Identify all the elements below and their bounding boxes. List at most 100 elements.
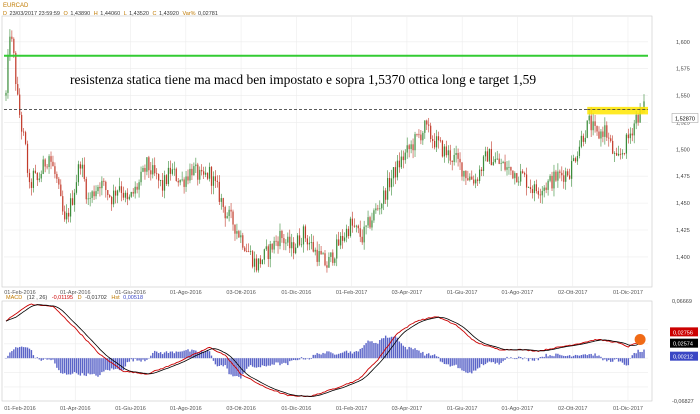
macd-histogram-bar — [126, 358, 129, 363]
price-x-axis: 01-Feb-2016 01-Apr-2016 01-Giu-2016 01-Ago-… — [4, 290, 643, 296]
candle-body — [238, 231, 240, 238]
candle-body — [420, 134, 422, 141]
ohlc-header: D 23/03/2017 23:59:59 O 1,43890 H 1,4406… — [3, 11, 218, 17]
macd-histogram-bar — [641, 351, 643, 359]
macd-histogram-bar — [101, 358, 103, 373]
candle-body — [502, 161, 504, 164]
candle-body — [197, 164, 199, 180]
macd-histogram-bar — [191, 349, 193, 359]
candle-body — [73, 192, 76, 205]
macd-histogram-bar — [26, 347, 29, 359]
candle-body — [361, 236, 363, 243]
candle-body — [75, 182, 78, 193]
candle-body — [443, 146, 445, 157]
macd-histogram-bar — [520, 357, 522, 359]
candle-body — [373, 210, 375, 221]
candle-body — [359, 228, 361, 237]
candle-body — [467, 178, 469, 181]
candle-body — [514, 173, 516, 179]
macd-histogram-bar — [314, 354, 316, 359]
candle-body — [637, 114, 639, 123]
candle-body — [369, 217, 371, 228]
macd-histogram-bar — [20, 346, 23, 359]
macd-histogram-bar — [568, 355, 571, 359]
macd-histogram-bar — [559, 354, 561, 359]
macd-histogram-bar — [300, 357, 303, 359]
macd-histogram-bar — [422, 351, 424, 359]
macd-histogram-bar — [244, 358, 246, 372]
candle-body — [398, 160, 400, 168]
macd-histogram-bar — [402, 345, 404, 359]
price-x-tick: 01-Feb-2017 — [336, 290, 368, 296]
candle-body — [5, 92, 7, 96]
candle-body — [606, 125, 608, 138]
candle-body — [322, 253, 324, 255]
candle-body — [206, 172, 209, 179]
candle-body — [156, 173, 158, 175]
macd-histogram-bar — [81, 358, 84, 374]
macd-histogram-bar — [504, 358, 506, 360]
macd-histogram-bar — [67, 358, 70, 375]
header-c-label: C — [153, 11, 157, 17]
candle-body — [261, 259, 263, 265]
candle-body — [355, 225, 357, 227]
macd-histogram-bar — [353, 351, 356, 359]
header-h-label: H — [94, 11, 98, 17]
macd-histogram-bar — [334, 354, 336, 359]
macd-histogram-bar — [58, 358, 60, 371]
candle-body — [445, 146, 447, 156]
macd-histogram-bar — [565, 356, 567, 359]
candle-body — [371, 220, 373, 228]
macd-hst-label: Hst — [111, 295, 120, 301]
candle-body — [392, 167, 395, 179]
candle-body — [400, 156, 402, 168]
macd-histogram-bar — [232, 358, 234, 377]
macd-histogram-bar — [586, 355, 588, 359]
candle-body — [46, 166, 48, 168]
macd-histogram-bar — [492, 358, 495, 363]
macd-histogram-bar — [155, 351, 158, 359]
price-y-tick: 1,575 — [676, 67, 690, 73]
macd-histogram-bar — [471, 358, 473, 374]
macd-histogram-bar — [400, 343, 403, 359]
macd-histogram-bar — [185, 350, 187, 359]
candle-body — [287, 236, 289, 243]
candle-body — [120, 186, 123, 193]
macd-histogram-bar — [582, 354, 585, 359]
macd-histogram-bar — [152, 352, 154, 359]
macd-histogram-bar — [159, 352, 162, 359]
macd-histogram-bar — [22, 347, 25, 359]
price-x-tick: 01-Giu-2017 — [447, 290, 478, 296]
macd-histogram-bar — [50, 358, 52, 361]
macd-histogram-bar — [488, 358, 491, 362]
macd-value-tag-label: 0,02756 — [673, 330, 693, 336]
header-o-label: O — [64, 11, 69, 17]
macd-histogram-bar — [621, 358, 624, 363]
candle-body — [588, 115, 590, 121]
candle-body — [598, 131, 600, 139]
price-y-tick: 1,550 — [676, 94, 690, 100]
candle-body — [113, 190, 115, 205]
macd-histogram-bar — [328, 351, 330, 359]
candle-body — [619, 153, 622, 155]
candle-body — [175, 168, 177, 181]
candle-body — [381, 203, 383, 209]
candle-body — [201, 169, 203, 172]
candle-body — [314, 249, 316, 252]
macd-histogram-bar — [304, 358, 307, 360]
macd-histogram-bar — [576, 355, 579, 359]
candle-body — [561, 172, 563, 176]
macd-histogram-bar — [490, 358, 493, 363]
svg-text:D 23/03/2017 23:59:59: D 23/03/2017 23:59:59 O 1,43890 H 1,4406… — [3, 11, 218, 17]
macd-histogram-bar — [36, 357, 39, 359]
candle-body — [234, 224, 236, 234]
candle-body — [48, 156, 50, 167]
candle-body — [171, 169, 173, 174]
macd-histogram-bar — [347, 352, 350, 359]
candle-body — [338, 239, 340, 246]
macd-x-tick: 01-Giu-2017 — [447, 406, 478, 412]
macd-histogram-bar — [355, 351, 358, 359]
candle-body — [165, 175, 168, 185]
macd-histogram-bar — [40, 358, 42, 361]
candle-body — [524, 173, 526, 175]
